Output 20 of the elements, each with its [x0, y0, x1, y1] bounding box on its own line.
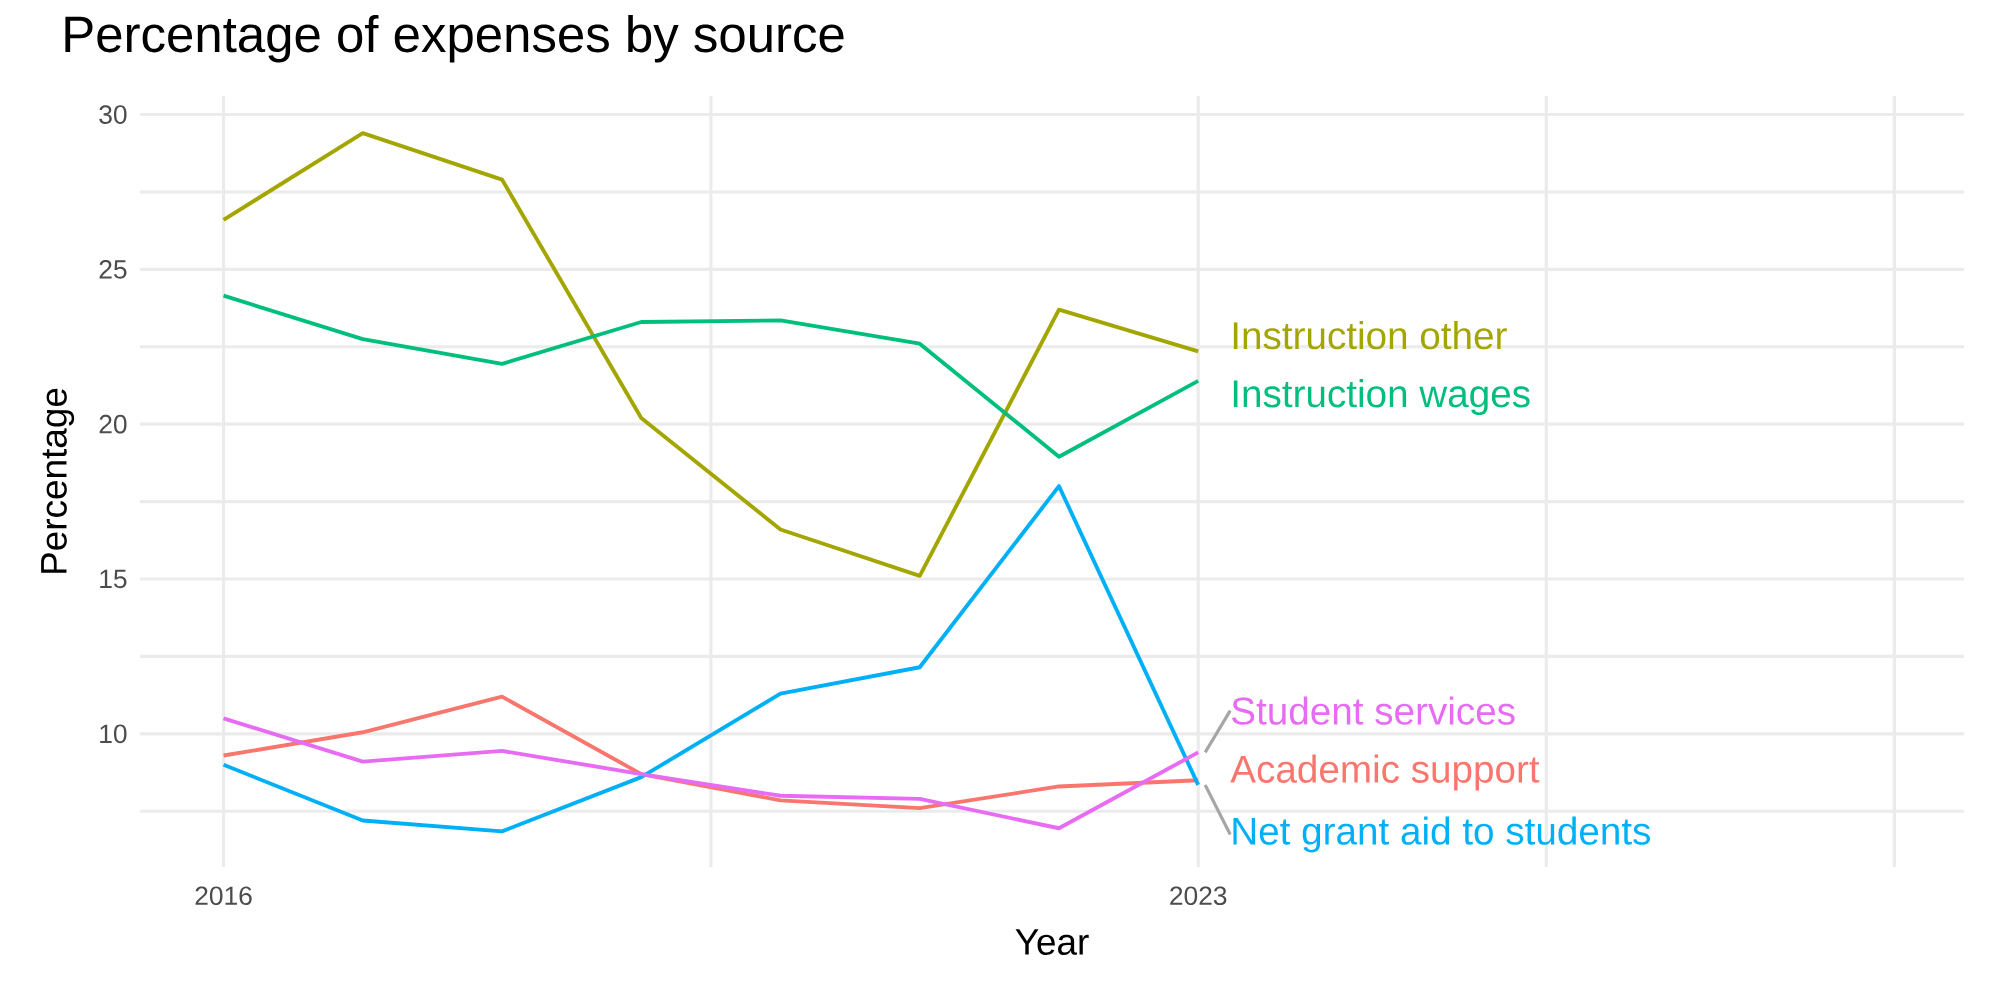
series-label: Net grant aid to students	[1233, 816, 1651, 853]
series-label: Student services	[1232, 696, 1515, 725]
line-series	[221, 131, 1201, 578]
y-tick-label: 15	[100, 569, 127, 589]
line-series	[221, 694, 1201, 811]
x-axis-title: Year	[1015, 929, 1089, 955]
line-series	[221, 293, 1201, 459]
x-tick-label: 2023	[1170, 886, 1227, 906]
chart-title: Percentage of expenses by source	[65, 14, 844, 63]
y-tick-label: 25	[99, 260, 127, 279]
series-label: Instruction other	[1233, 320, 1507, 350]
series-label: Instruction wages	[1233, 379, 1530, 416]
y-tick-label: 10	[100, 724, 127, 744]
y-tick-label: 20	[99, 414, 127, 434]
y-axis-title: Percentage	[41, 388, 75, 573]
y-tick-label: 30	[99, 105, 127, 124]
line-series	[221, 484, 1201, 834]
series-label: Academic support	[1230, 754, 1540, 791]
line-series	[221, 716, 1201, 831]
x-tick-label: 2016	[195, 886, 252, 906]
